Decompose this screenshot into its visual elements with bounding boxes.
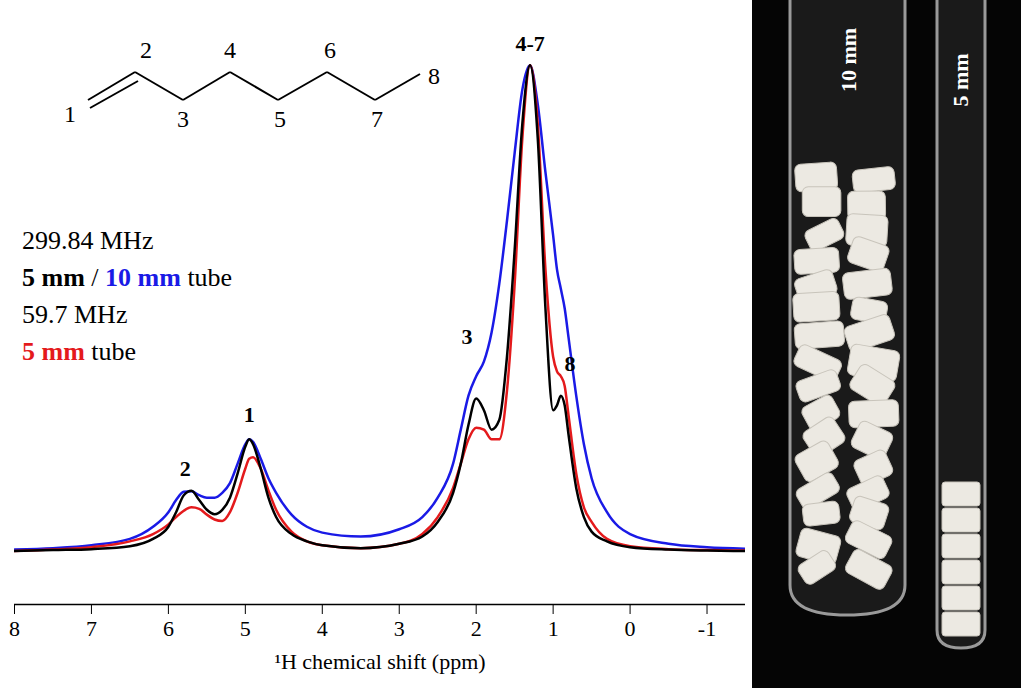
html-text:59.7 MHz: 59.7 MHz: [22, 300, 128, 329]
svg-text:2: 2: [180, 456, 191, 481]
html-text:5 mm / 10 mm tube: 5 mm / 10 mm tube: [22, 263, 233, 292]
svg-text:7: 7: [86, 616, 97, 641]
html-text:5 mm tube: 5 mm tube: [22, 337, 137, 366]
svg-text:3: 3: [394, 616, 405, 641]
svg-text:8: 8: [565, 351, 576, 376]
svg-text:-1: -1: [698, 616, 716, 641]
svg-text:8: 8: [9, 616, 20, 641]
svg-text:1: 1: [244, 402, 255, 427]
svg-text:2: 2: [140, 37, 152, 63]
svg-text:5: 5: [240, 616, 251, 641]
html-text:299.84 MHz: 299.84 MHz: [22, 226, 154, 255]
svg-text:3: 3: [177, 106, 189, 132]
svg-text:5 mm: 5 mm: [948, 53, 973, 106]
svg-text:7: 7: [371, 106, 383, 132]
svg-text:6: 6: [163, 616, 174, 641]
svg-text:8: 8: [428, 63, 440, 89]
svg-text:4-7: 4-7: [515, 31, 544, 56]
svg-text:4: 4: [224, 37, 236, 63]
svg-text:2: 2: [471, 616, 482, 641]
svg-text:6: 6: [324, 37, 336, 63]
svg-text:10 mm: 10 mm: [836, 28, 861, 92]
svg-text:5: 5: [274, 106, 286, 132]
svg-text:3: 3: [461, 324, 472, 349]
svg-text:0: 0: [625, 616, 636, 641]
svg-text:¹H chemical shift (ppm): ¹H chemical shift (ppm): [274, 649, 485, 674]
svg-text:1: 1: [64, 101, 76, 127]
svg-text:1: 1: [548, 616, 559, 641]
svg-text:4: 4: [317, 616, 328, 641]
